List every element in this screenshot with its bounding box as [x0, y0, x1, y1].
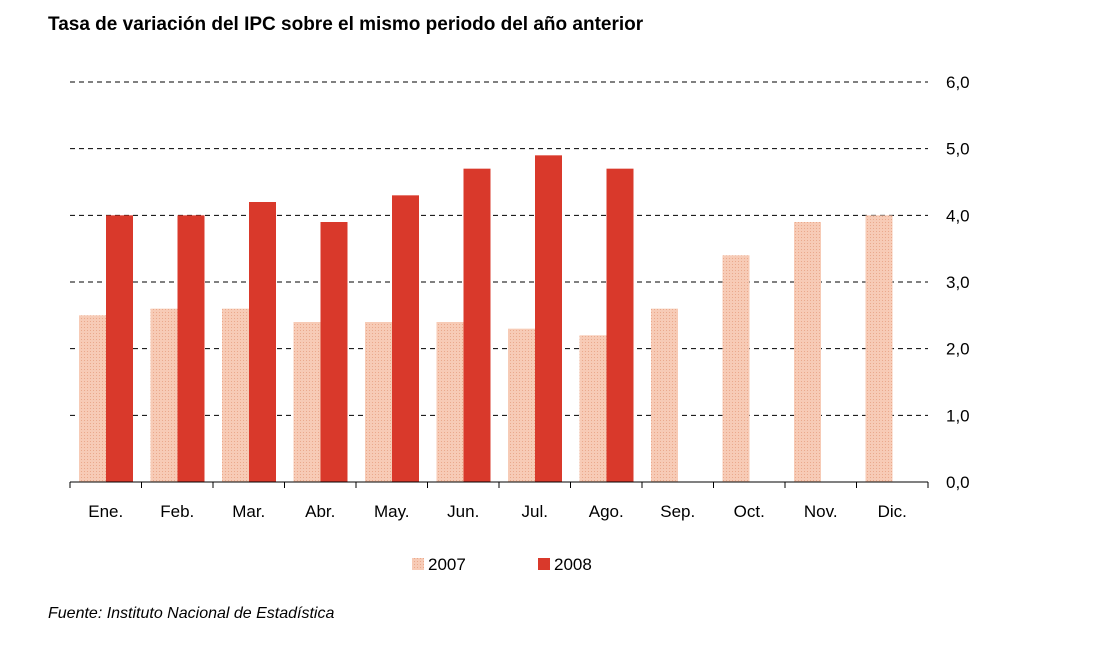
bar-2007-6: [508, 328, 535, 482]
x-tick-label: Oct.: [734, 502, 765, 521]
x-tick-label: Mar.: [232, 502, 265, 521]
bar-2008-2: [249, 202, 276, 482]
bar-2007-5: [436, 322, 464, 482]
bar-2008-1: [177, 215, 205, 483]
bar-2007-10: [794, 222, 821, 482]
bar-2007-0: [79, 315, 106, 482]
legend: 2007 2008: [412, 555, 592, 574]
legend-swatch-2008: [538, 558, 550, 570]
grid-lines: [70, 81, 928, 416]
chart-title: Tasa de variación del IPC sobre el mismo…: [48, 14, 644, 35]
bar-2007-7: [579, 335, 607, 482]
y-tick-label: 5,0: [946, 140, 970, 159]
legend-label-2007: 2007: [428, 555, 466, 574]
x-tick-label: Abr.: [305, 502, 335, 521]
x-tick-label: Feb.: [160, 502, 194, 521]
x-axis-ticks: Ene. Feb. Mar. Abr. May. Jun. Jul. Ago. Sep. Oct.…: [88, 502, 907, 521]
bar-2008-7: [606, 168, 634, 482]
bar-2007-11: [865, 215, 893, 483]
x-tick-label: May.: [374, 502, 410, 521]
x-tick-label: Jul.: [522, 502, 548, 521]
bars: [79, 155, 893, 483]
x-axis: [69, 481, 929, 488]
bar-2008-3: [320, 222, 348, 482]
y-tick-label: 1,0: [946, 406, 970, 425]
bar-2007-9: [722, 255, 750, 482]
x-tick-label: Ene.: [88, 502, 123, 521]
bar-2008-0: [106, 215, 133, 483]
bar-2007-3: [293, 322, 321, 482]
x-tick-label: Sep.: [660, 502, 695, 521]
bar-2007-8: [651, 308, 678, 482]
x-tick-label: Nov.: [804, 502, 838, 521]
y-tick-label: 4,0: [946, 206, 970, 225]
legend-swatch-2007: [412, 558, 424, 570]
y-tick-label: 2,0: [946, 340, 970, 359]
bar-2008-5: [463, 168, 491, 482]
y-tick-label: 0,0: [946, 473, 970, 492]
x-tick-label: Dic.: [878, 502, 907, 521]
bar-2008-6: [535, 155, 562, 483]
x-tick-label: Ago.: [589, 502, 624, 521]
y-tick-label: 6,0: [946, 73, 970, 92]
legend-label-2008: 2008: [554, 555, 592, 574]
y-tick-label: 3,0: [946, 273, 970, 292]
bar-2007-4: [365, 322, 392, 482]
bar-2007-2: [222, 308, 249, 482]
source-note: Fuente: Instituto Nacional de Estadístic…: [48, 605, 335, 622]
bar-2008-4: [392, 195, 419, 483]
y-axis-ticks: 0,0 1,0 2,0 3,0 4,0 5,0 6,0: [946, 73, 970, 492]
x-tick-label: Jun.: [447, 502, 479, 521]
bar-2007-1: [150, 308, 178, 482]
